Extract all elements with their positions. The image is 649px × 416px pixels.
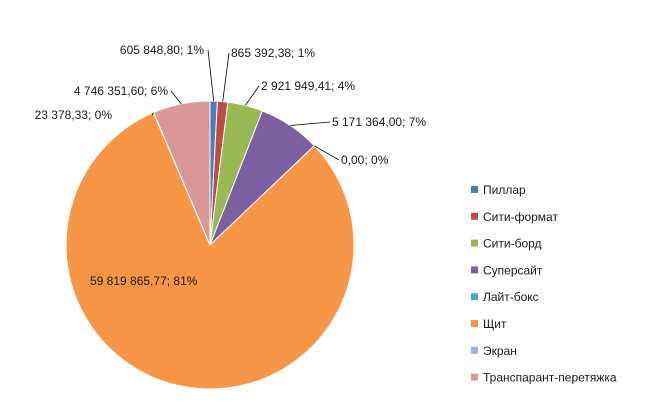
data-labels: 605 848,80; 1% 865 392,38; 1% 2 921 949,41…: [35, 43, 427, 288]
legend: Пиллар Сити-формат Сити-борд Суперсайт Лайт-…: [471, 183, 617, 385]
legend-label-6: Щит: [483, 317, 507, 331]
leader-lines: [151, 49, 340, 161]
leader-line-8: [170, 90, 182, 105]
legend-label-1: Пиллар: [483, 183, 526, 197]
legend-swatch-5: [471, 293, 478, 301]
legend-label-8: Транспарант-перетяжка: [483, 371, 617, 385]
data-label-6: 59 819 865,77; 81%: [90, 274, 198, 288]
data-label-5: 0,00; 0%: [341, 153, 389, 167]
legend-swatch-8: [471, 373, 478, 381]
legend-label-4: Суперсайт: [483, 263, 543, 277]
data-label-2: 865 392,38; 1%: [231, 46, 315, 60]
legend-label-3: Сити-борд: [483, 237, 542, 251]
data-label-1: 605 848,80; 1%: [120, 43, 204, 57]
data-label-4: 5 171 364,00; 7%: [332, 115, 426, 129]
data-label-8: 4 746 351,60; 6%: [74, 84, 168, 98]
legend-label-7: Экран: [483, 344, 517, 358]
data-label-3: 2 921 949,41; 4%: [261, 79, 355, 93]
pie-slice-8: [152, 100, 211, 246]
leader-line-1: [207, 49, 215, 102]
leader-line-4: [290, 121, 331, 126]
legend-swatch-4: [471, 266, 478, 274]
leader-line-5: [314, 145, 340, 161]
leader-line-2: [222, 52, 230, 102]
legend-swatch-2: [471, 212, 478, 220]
legend-label-2: Сити-формат: [483, 210, 558, 224]
leader-line-7: [151, 112, 154, 116]
legend-swatch-7: [471, 346, 478, 354]
legend-swatch-6: [471, 320, 478, 327]
legend-swatch-3: [471, 239, 478, 247]
legend-label-5: Лайт-бокс: [483, 290, 539, 304]
leader-line-3: [245, 85, 260, 106]
pie-slice-6: [65, 111, 355, 390]
pie-slices: [65, 100, 355, 390]
legend-swatch-1: [471, 186, 478, 193]
data-label-7: 23 378,33; 0%: [35, 108, 113, 122]
